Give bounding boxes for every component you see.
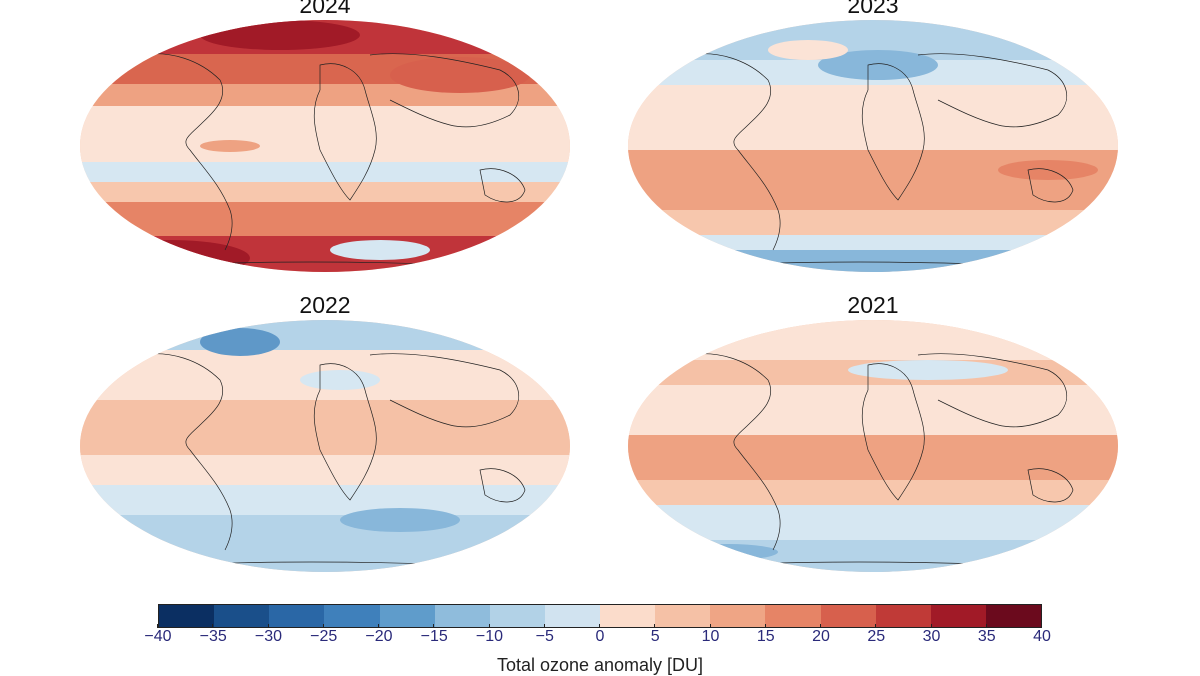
colorbar-tick-label: −40 [136,624,180,646]
colorbar-tick-label: −30 [247,624,291,646]
colorbar-segment [765,605,821,627]
colorbar-segment [710,605,766,627]
colorbar-segment [489,605,545,627]
map-2022 [80,320,570,572]
colorbar-tick-label: 40 [1020,624,1064,646]
colorbar-segment [434,605,490,627]
panel-title-2024: 2024 [299,0,351,18]
colorbar-tick-label: 35 [965,624,1009,646]
colorbar-segment [269,605,325,627]
colorbar [158,604,1042,628]
colorbar-segment [600,605,656,627]
map-2023 [628,20,1118,272]
colorbar-tick-label: 10 [689,624,733,646]
colorbar-segment [875,605,931,627]
colorbar-tick-label: 30 [910,624,954,646]
colorbar-segment [324,605,380,627]
colorbar-segment [820,605,876,627]
colorbar-tick-label: 25 [854,624,898,646]
colorbar-label: Total ozone anomaly [DU] [496,655,704,675]
map-2024 [80,20,570,272]
colorbar-tick-label: −35 [191,624,235,646]
colorbar-segment [159,605,215,627]
colorbar-tick-label: −10 [468,624,512,646]
colorbar-segment [214,605,270,627]
colorbar-tick-label: −25 [302,624,346,646]
colorbar-tick-label: 15 [744,624,788,646]
panel-title-2023: 2023 [847,0,899,18]
colorbar-tick-label: 0 [578,624,622,646]
map-2021 [628,320,1118,572]
colorbar-segment [655,605,711,627]
panel-title-2022: 2022 [299,292,351,318]
colorbar-segment [930,605,986,627]
colorbar-tick-label: −20 [357,624,401,646]
colorbar-segment [379,605,435,627]
colorbar-ticks: −40 −35 −30 −25 −20 −15 −10 −5 0 5 10 15 20 25 30 35 40 [144,624,1051,652]
colorbar-tick-label: 20 [799,624,843,646]
colorbar-tick-label: −5 [523,624,567,646]
colorbar-tick-label: 5 [633,624,677,646]
colorbar-segment [544,605,600,627]
colorbar-tick-label: −15 [412,624,456,646]
colorbar-segment [985,605,1041,627]
panel-title-2021: 2021 [847,292,899,318]
